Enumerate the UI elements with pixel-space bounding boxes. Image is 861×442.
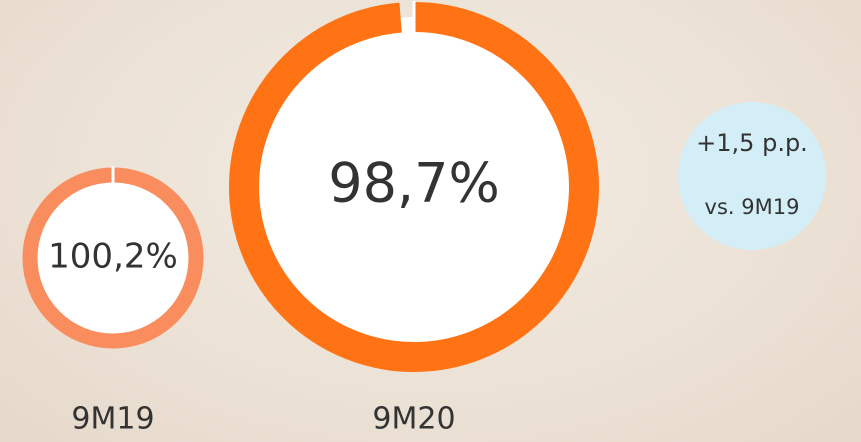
annotation-bubble (678, 102, 826, 250)
category-label: 9M20 (372, 402, 455, 437)
chart: 100,2% 9M19 98,7% 9M20 +1,5 p.p. vs. 9M19 (0, 0, 861, 442)
value-label: 98,7% (328, 152, 500, 215)
category-label: 9M19 (71, 402, 154, 437)
page: 100,2%9M1998,7%9M20+1,5 p.p.vs. 9M19 (()… (0, 0, 861, 442)
annotation-text: +1,5 p.p. (696, 129, 808, 157)
value-label: 100,2% (48, 237, 178, 277)
annotation-text: vs. 9M19 (705, 195, 800, 219)
